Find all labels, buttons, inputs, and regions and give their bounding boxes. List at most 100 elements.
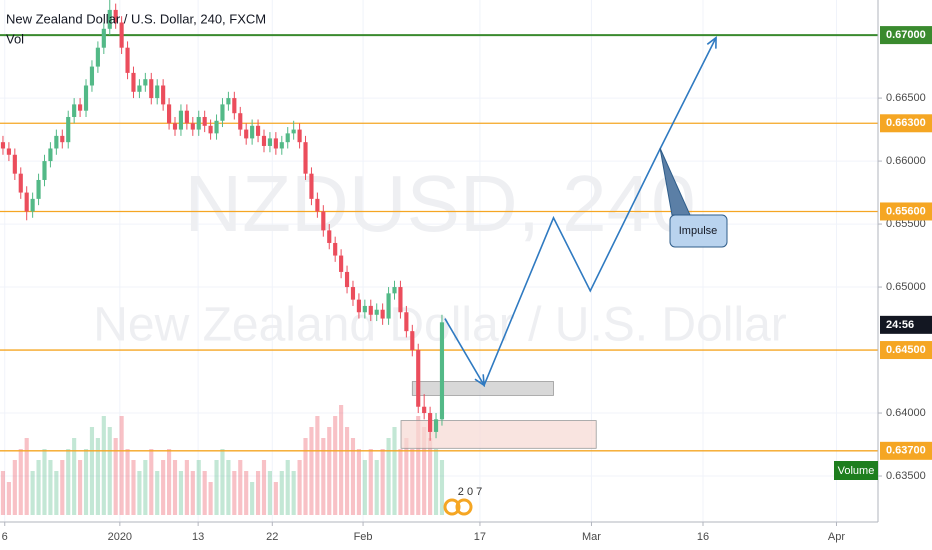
- volume-bar: [166, 449, 172, 515]
- volume-bar: [125, 449, 130, 515]
- candle-body: [267, 138, 273, 146]
- callout-box: [669, 214, 728, 248]
- candle-body: [30, 198, 35, 212]
- candle-body: [190, 123, 195, 130]
- candle-body: [238, 113, 243, 130]
- x-tick-label: 6: [2, 531, 8, 543]
- candle-body: [18, 173, 23, 193]
- level-label: 0.66300: [886, 117, 926, 129]
- candle-body: [315, 198, 320, 212]
- volume-bar: [131, 460, 136, 515]
- candle-body: [428, 413, 433, 432]
- y-tick-label: 0.65000: [886, 281, 926, 293]
- candle-body: [309, 173, 314, 199]
- volume-bar: [72, 438, 77, 515]
- level-badge: [880, 26, 932, 45]
- volume-bar: [362, 460, 367, 515]
- volume-bar: [113, 438, 118, 515]
- chart-title: New Zealand Dollar / U.S. Dollar, 240, F…: [6, 11, 266, 26]
- volume-bar: [42, 449, 47, 515]
- x-tick-label: 16: [697, 531, 709, 543]
- level-label: 0.67000: [886, 29, 926, 41]
- candle-body: [244, 129, 249, 139]
- volume-bar: [66, 449, 71, 515]
- candle-body: [250, 125, 255, 139]
- logo-text: 2 0 7: [458, 486, 482, 498]
- x-tick-label: Mar: [582, 531, 601, 543]
- volume-bar: [291, 471, 296, 515]
- level-label: 0.64500: [886, 344, 926, 356]
- candle-body: [404, 312, 409, 332]
- volume-badge: [834, 461, 878, 480]
- y-tick-label: 0.63500: [886, 470, 926, 482]
- volume-bar: [101, 416, 106, 515]
- volume-bar: [161, 460, 166, 515]
- candle-body: [113, 9, 118, 23]
- volume-bar: [433, 449, 439, 515]
- volume-bar: [12, 460, 17, 515]
- candle-body: [297, 129, 302, 143]
- candle-body: [356, 299, 361, 313]
- level-badge: [880, 441, 932, 460]
- candle-body: [161, 85, 166, 105]
- candle-body: [374, 309, 379, 315]
- volume-bar: [172, 460, 178, 515]
- candle-body: [344, 271, 350, 288]
- volume-bar: [36, 460, 41, 515]
- candle-body: [339, 255, 344, 272]
- volume-bar: [261, 460, 267, 515]
- y-tick-label: 0.64000: [886, 407, 926, 419]
- candle-body: [24, 192, 29, 212]
- volume-bar: [30, 471, 35, 515]
- level-label: 0.63700: [886, 445, 926, 457]
- volume-bar: [89, 427, 95, 515]
- volume-bar: [422, 427, 427, 515]
- candle-body: [143, 79, 148, 86]
- volume-bar: [439, 460, 445, 515]
- x-tick-label: 22: [266, 531, 278, 543]
- candle-body: [261, 135, 267, 146]
- candle-body: [392, 287, 397, 294]
- volume-badge-text: Volume: [838, 465, 875, 477]
- candle-body: [184, 110, 189, 124]
- volume-bar: [184, 460, 189, 515]
- projection-path: [444, 37, 717, 388]
- candle-body: [12, 154, 17, 174]
- candle-body: [131, 72, 136, 92]
- candle-body: [83, 85, 89, 111]
- candle-body: [279, 142, 284, 149]
- volume-bar: [220, 449, 225, 515]
- volume-bar: [410, 449, 415, 515]
- volume-bar: [315, 416, 320, 515]
- candle-body: [36, 179, 41, 199]
- candle-body: [291, 129, 296, 134]
- candle-body: [273, 138, 278, 149]
- volume-bar: [333, 416, 338, 515]
- candle-body: [255, 125, 261, 136]
- y-tick-label: 0.65500: [886, 218, 926, 230]
- candle-body: [333, 242, 338, 256]
- volume-bar: [238, 460, 243, 515]
- candle-body: [303, 142, 308, 174]
- candle-body: [60, 135, 65, 143]
- candle-body: [89, 66, 95, 86]
- volume-bar: [24, 438, 29, 515]
- volume-bar: [368, 449, 373, 515]
- candle-body: [172, 123, 178, 130]
- volume-bar: [255, 471, 261, 515]
- level-badge: [880, 202, 932, 221]
- x-tick-label: Apr: [828, 531, 845, 543]
- candle-body: [149, 79, 154, 99]
- volume-bar: [149, 449, 154, 515]
- candle-body: [220, 104, 225, 121]
- volume-bar: [18, 449, 23, 515]
- volume-bar: [226, 460, 231, 515]
- logo-ring: [443, 498, 461, 516]
- x-tick-label: 2020: [108, 531, 132, 543]
- level-badge: [880, 341, 932, 360]
- candle-body: [166, 104, 172, 124]
- candle-body: [155, 85, 160, 99]
- volume-bar: [83, 449, 89, 515]
- volume-bar: [279, 471, 284, 515]
- candle-body: [327, 230, 332, 243]
